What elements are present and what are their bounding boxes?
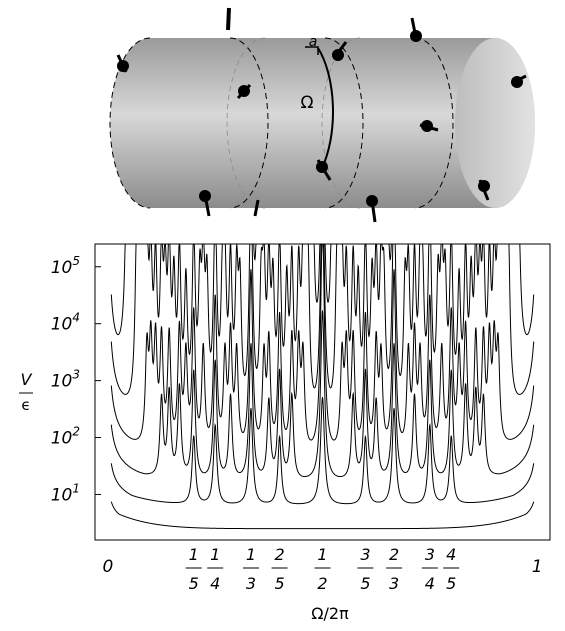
- rod: [253, 199, 260, 217]
- x-tick-fraction: 13: [242, 545, 259, 593]
- x-tick-denominator: 5: [189, 574, 199, 593]
- x-tick-denominator: 5: [274, 574, 284, 593]
- label-a: a: [309, 34, 318, 50]
- dipole: [366, 195, 378, 223]
- dipole: [236, 83, 252, 100]
- dipole: [332, 41, 348, 61]
- dipole: [419, 120, 439, 132]
- x-tick-numerator: 1: [246, 545, 256, 564]
- ring-faint-1: [226, 37, 266, 209]
- x-tick-fraction: 45: [443, 545, 460, 593]
- cylinder-illustration: a Ω: [109, 7, 535, 223]
- x-tick-numerator: 2: [389, 545, 399, 564]
- dipole: [511, 74, 527, 88]
- series-group: [110, 243, 535, 530]
- x-tick-denominator: 3: [246, 574, 256, 593]
- x-tick-fraction: 14: [207, 545, 224, 593]
- y-tick-label: 102: [51, 425, 80, 449]
- y-axis-ticks: 105 104 103 102 101: [51, 254, 101, 505]
- x-tick-numerator: 3: [425, 545, 435, 564]
- y-axis-label-denominator: ϵ: [21, 396, 30, 414]
- rod: [226, 7, 231, 31]
- arc-omega: [317, 47, 334, 169]
- series-line: [110, 243, 535, 336]
- x-tick-fraction: 15: [185, 545, 202, 593]
- x-tick-fraction: 23: [386, 545, 403, 593]
- dipole: [478, 179, 490, 201]
- x-tick-numerator: 2: [274, 545, 284, 564]
- dipole: [199, 190, 211, 217]
- series-line: [110, 243, 535, 395]
- dipole: [410, 17, 422, 42]
- series-line: [110, 501, 535, 530]
- x-tick-denominator: 4: [425, 574, 435, 593]
- ring-dashed-3: [414, 37, 454, 209]
- x-axis-label: Ω/2π: [311, 604, 349, 623]
- series-line: [110, 397, 535, 505]
- x-tick-denominator: 3: [389, 574, 399, 593]
- x-tick-fraction: 25: [271, 545, 288, 593]
- x-tick-numerator: 1: [317, 545, 327, 564]
- x-tick-fraction: 12: [314, 545, 331, 593]
- cylinder-left-rim: [109, 37, 151, 209]
- x-tick-numerator: 1: [189, 545, 199, 564]
- ring-dashed-1: [229, 37, 269, 209]
- dipole: [316, 159, 332, 181]
- y-axis-label-numerator: V: [21, 370, 33, 389]
- x-tick-label: 1: [532, 557, 543, 577]
- label-omega: Ω: [301, 93, 314, 113]
- x-tick-denominator: 2: [317, 574, 327, 593]
- spacing-marker: [305, 46, 319, 55]
- y-tick-label: 105: [51, 254, 80, 278]
- y-tick-label: 104: [51, 311, 80, 335]
- x-tick-denominator: 5: [360, 574, 370, 593]
- cylinder-right-cap: [455, 38, 535, 208]
- x-tick-fraction: 35: [357, 545, 374, 593]
- x-tick-numerator: 3: [360, 545, 370, 564]
- series-line: [110, 310, 535, 478]
- x-tick-numerator: 1: [210, 545, 220, 564]
- x-tick-numerator: 4: [446, 545, 456, 564]
- x-tick-fraction: 34: [421, 545, 438, 593]
- x-tick-denominator: 5: [446, 574, 456, 593]
- plot-frame: [94, 243, 551, 541]
- cylinder-body: [110, 38, 535, 208]
- x-tick-label: 0: [102, 557, 113, 577]
- y-tick-label: 103: [51, 368, 80, 392]
- dipole: [116, 54, 129, 73]
- x-tick-denominator: 4: [210, 574, 220, 593]
- y-tick-label: 101: [51, 481, 80, 505]
